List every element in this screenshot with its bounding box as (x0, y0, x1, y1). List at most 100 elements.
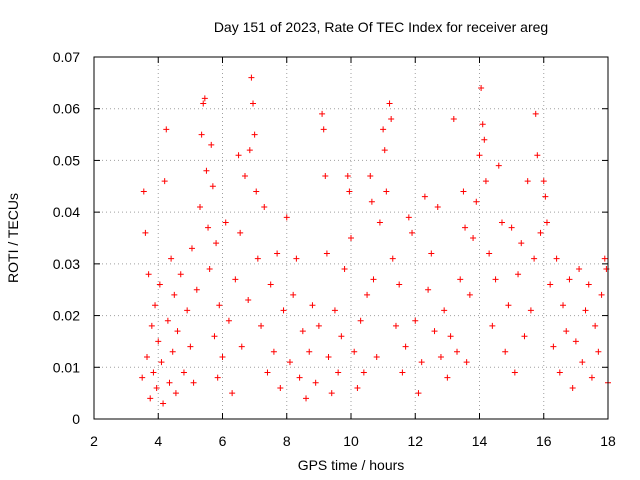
data-point (177, 271, 184, 278)
data-point (441, 307, 448, 314)
y-tick-label: 0.03 (53, 256, 80, 272)
data-point (251, 131, 258, 138)
data-point (534, 152, 541, 159)
data-point (444, 374, 451, 381)
data-point (532, 110, 539, 117)
data-point (388, 116, 395, 123)
data-point (254, 255, 261, 262)
data-point (322, 172, 329, 179)
data-point (248, 74, 255, 81)
data-point (527, 307, 534, 314)
data-point (482, 178, 489, 185)
data-point (489, 322, 496, 329)
data-point (457, 276, 464, 283)
data-point (140, 188, 147, 195)
data-point (270, 348, 277, 355)
data-point (274, 250, 281, 257)
data-point (253, 188, 260, 195)
data-point (168, 255, 175, 262)
data-point (550, 343, 557, 350)
chart-title: Day 151 of 2023, Rate Of TEC Index for r… (214, 19, 548, 35)
data-point (476, 152, 483, 159)
data-point (368, 198, 375, 205)
data-point (338, 333, 345, 340)
data-point (208, 141, 215, 148)
data-point (283, 214, 290, 221)
data-point (246, 147, 253, 154)
data-point (206, 266, 213, 273)
data-point (174, 328, 181, 335)
axis-ticks (93, 56, 609, 420)
data-point (367, 172, 374, 179)
data-point (225, 317, 232, 324)
data-point (139, 374, 146, 381)
data-point (213, 240, 220, 247)
data-point (478, 85, 485, 92)
data-point (163, 126, 170, 133)
data-point (431, 328, 438, 335)
data-point (172, 390, 179, 397)
y-tick-labels: 0 0.01 0.02 0.03 0.04 0.05 0.06 0.07 (53, 49, 80, 427)
data-point (566, 276, 573, 283)
data-point (193, 286, 200, 293)
data-point (402, 343, 409, 350)
data-point (232, 276, 239, 283)
data-point (450, 116, 457, 123)
data-point (595, 348, 602, 355)
y-tick-label: 0.01 (53, 359, 80, 375)
data-point (466, 291, 473, 298)
data-point (569, 384, 576, 391)
data-point (158, 359, 165, 366)
x-tick-label: 4 (154, 433, 162, 449)
data-point (197, 203, 204, 210)
data-point (261, 203, 268, 210)
data-point (370, 276, 377, 283)
data-point (386, 100, 393, 107)
data-point (560, 302, 567, 309)
data-point (412, 317, 419, 324)
data-point (258, 322, 265, 329)
data-point (505, 302, 512, 309)
y-tick-label: 0 (72, 411, 80, 427)
x-tick-labels: 2 4 6 8 10 12 14 16 18 (90, 433, 616, 449)
data-point (376, 219, 383, 226)
data-point (219, 353, 226, 360)
data-point (537, 229, 544, 236)
data-point (463, 359, 470, 366)
x-axis-label: GPS time / hours (298, 457, 405, 473)
data-point (572, 338, 579, 345)
data-point (479, 121, 486, 128)
data-point (399, 369, 406, 376)
data-point (462, 224, 469, 231)
data-point (588, 374, 595, 381)
data-point (360, 369, 367, 376)
data-point (540, 178, 547, 185)
data-point (502, 348, 509, 355)
data-point (354, 384, 361, 391)
y-tick-label: 0.06 (53, 101, 80, 117)
data-point (364, 291, 371, 298)
data-point (214, 374, 221, 381)
data-point (508, 224, 515, 231)
data-point (211, 333, 218, 340)
data-point (320, 126, 327, 133)
data-point (180, 369, 187, 376)
data-point (331, 307, 338, 314)
data-point (357, 317, 364, 324)
data-point (521, 333, 528, 340)
data-point (348, 235, 354, 241)
x-tick-label: 10 (343, 433, 359, 449)
data-point (428, 250, 435, 257)
data-point (203, 167, 210, 174)
data-point (267, 281, 274, 288)
data-point (351, 348, 358, 355)
data-point (511, 369, 518, 376)
data-point (418, 359, 425, 366)
data-point (190, 379, 197, 386)
x-tick-label: 16 (536, 433, 552, 449)
data-point (264, 369, 271, 376)
data-point (556, 369, 563, 376)
data-point (277, 384, 284, 391)
data-point (486, 250, 493, 257)
